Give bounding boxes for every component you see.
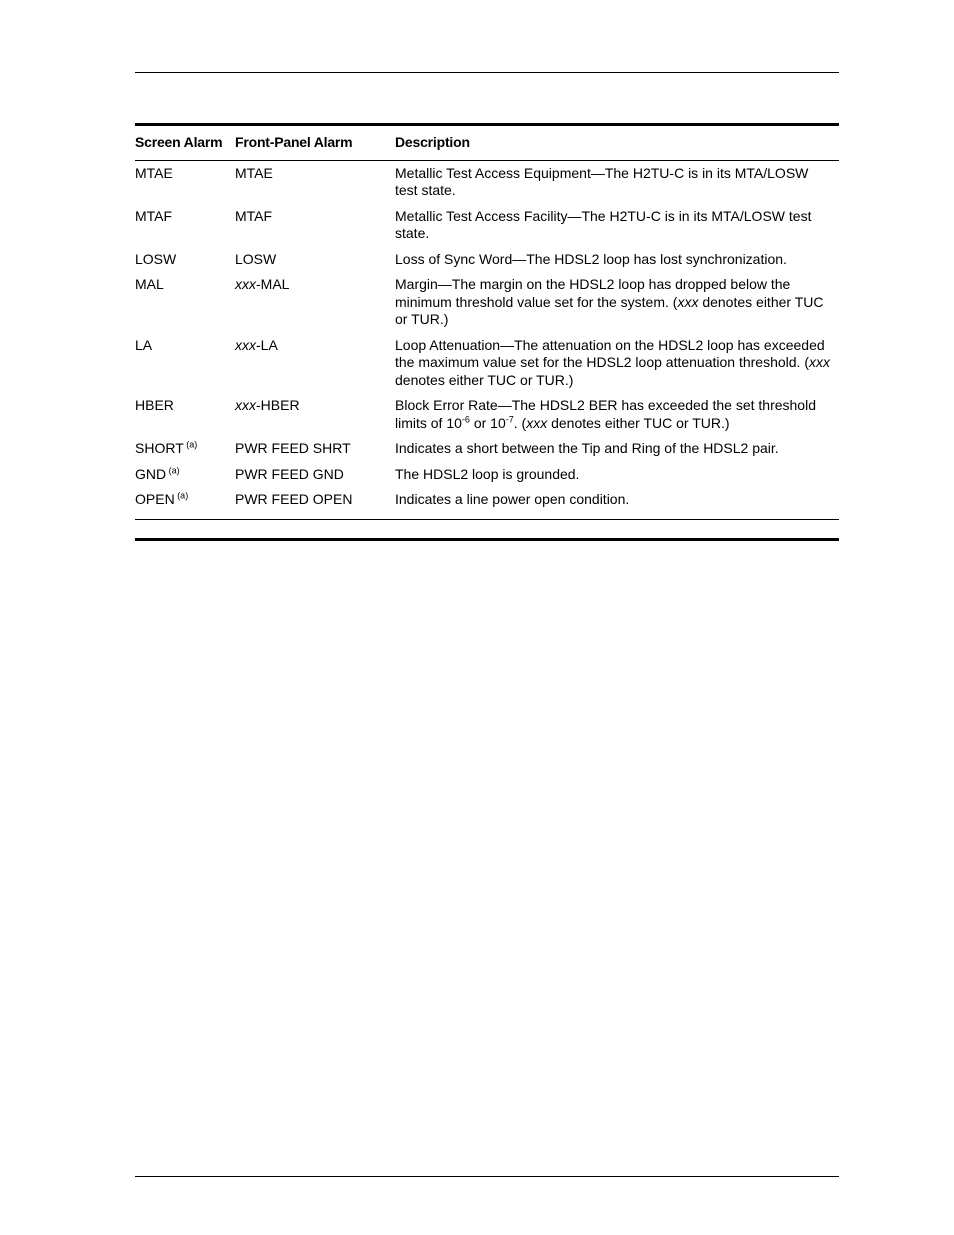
cell-front-panel-alarm: xxx-MAL: [235, 272, 395, 333]
front-text: PWR FEED OPEN: [235, 491, 352, 507]
table-row: SHORT (a)PWR FEED SHRTIndicates a short …: [135, 436, 839, 462]
desc-segment: . (: [514, 415, 526, 431]
table-bottom-rule: [135, 519, 839, 520]
table-row: OPEN (a)PWR FEED OPENIndicates a line po…: [135, 487, 839, 519]
cell-description: Metallic Test Access Equipment—The H2TU-…: [395, 160, 839, 204]
desc-segment: Metallic Test Access Equipment—The H2TU-…: [395, 165, 808, 199]
cell-front-panel-alarm: MTAE: [235, 160, 395, 204]
screen-alarm-text: GND: [135, 466, 166, 482]
screen-alarm-text: MTAF: [135, 208, 172, 224]
cell-screen-alarm: HBER: [135, 393, 235, 436]
desc-segment: Indicates a short between the Tip and Ri…: [395, 440, 779, 456]
screen-alarm-text: SHORT: [135, 440, 184, 456]
screen-alarm-text: MTAE: [135, 165, 173, 181]
desc-segment: Loss of Sync Word—The HDSL2 loop has los…: [395, 251, 787, 267]
cell-screen-alarm: LA: [135, 333, 235, 394]
front-text: LOSW: [235, 251, 276, 267]
cell-screen-alarm: MAL: [135, 272, 235, 333]
col-header-screen-alarm: Screen Alarm: [135, 125, 235, 161]
cell-front-panel-alarm: PWR FEED GND: [235, 462, 395, 488]
table-row: LOSW LOSW Loss of Sync Word—The HDSL2 loop…: [135, 247, 839, 273]
desc-segment: xxx: [677, 294, 698, 310]
section-bottom-rule: [135, 538, 839, 541]
table-row: LAxxx-LALoop Attenuation—The attenuation…: [135, 333, 839, 394]
cell-screen-alarm: SHORT (a): [135, 436, 235, 462]
screen-alarm-text: OPEN: [135, 491, 175, 507]
front-text: -HBER: [256, 397, 300, 413]
cell-screen-alarm: MTAE: [135, 160, 235, 204]
footnote-marker: (a): [175, 490, 189, 500]
screen-alarm-text: MAL: [135, 276, 164, 292]
front-text: -LA: [256, 337, 278, 353]
desc-segment: The HDSL2 loop is grounded.: [395, 466, 579, 482]
col-header-front-panel-alarm: Front-Panel Alarm: [235, 125, 395, 161]
cell-front-panel-alarm: xxx-HBER: [235, 393, 395, 436]
cell-description: Indicates a short between the Tip and Ri…: [395, 436, 839, 462]
cell-description: Indicates a line power open condition.: [395, 487, 839, 519]
footnote-marker: (a): [166, 465, 180, 475]
cell-description: The HDSL2 loop is grounded.: [395, 462, 839, 488]
screen-alarm-text: HBER: [135, 397, 174, 413]
cell-description: Block Error Rate—The HDSL2 BER has excee…: [395, 393, 839, 436]
desc-segment: Indicates a line power open condition.: [395, 491, 629, 507]
cell-front-panel-alarm: LOSW: [235, 247, 395, 273]
footer-rule: [135, 1176, 839, 1177]
front-prefix: xxx: [235, 337, 256, 353]
desc-segment: xxx: [526, 415, 547, 431]
desc-segment: -7: [506, 414, 514, 424]
page: Screen Alarm Front-Panel Alarm Descripti…: [0, 0, 954, 1235]
cell-screen-alarm: OPEN (a): [135, 487, 235, 519]
front-text: -MAL: [256, 276, 289, 292]
footnote-marker: (a): [184, 439, 198, 449]
table-row: MTAF MTAF Metallic Test Access Facility—Th…: [135, 204, 839, 247]
table-row: MTAE MTAE Metallic Test Access Equipment—T…: [135, 160, 839, 204]
front-text: PWR FEED SHRT: [235, 440, 351, 456]
alarm-table: Screen Alarm Front-Panel Alarm Descripti…: [135, 123, 839, 519]
front-prefix: xxx: [235, 397, 256, 413]
front-text: MTAE: [235, 165, 273, 181]
cell-front-panel-alarm: PWR FEED SHRT: [235, 436, 395, 462]
cell-description: Loop Attenuation—The attenuation on the …: [395, 333, 839, 394]
front-text: MTAF: [235, 208, 272, 224]
cell-screen-alarm: GND (a): [135, 462, 235, 488]
desc-segment: xxx: [809, 354, 830, 370]
screen-alarm-text: LA: [135, 337, 152, 353]
cell-front-panel-alarm: xxx-LA: [235, 333, 395, 394]
desc-segment: or 10: [470, 415, 506, 431]
cell-screen-alarm: LOSW: [135, 247, 235, 273]
table-row: MALxxx-MALMargin—The margin on the HDSL2…: [135, 272, 839, 333]
cell-description: Loss of Sync Word—The HDSL2 loop has los…: [395, 247, 839, 273]
cell-description: Metallic Test Access Facility—The H2TU-C…: [395, 204, 839, 247]
cell-description: Margin—The margin on the HDSL2 loop has …: [395, 272, 839, 333]
desc-segment: Metallic Test Access Facility—The H2TU-C…: [395, 208, 811, 242]
desc-segment: denotes either TUC or TUR.): [395, 372, 573, 388]
table-body: MTAE MTAE Metallic Test Access Equipment—T…: [135, 160, 839, 519]
table-header: Screen Alarm Front-Panel Alarm Descripti…: [135, 125, 839, 161]
desc-segment: denotes either TUC or TUR.): [547, 415, 729, 431]
screen-alarm-text: LOSW: [135, 251, 176, 267]
table-row: HBERxxx-HBERBlock Error Rate—The HDSL2 B…: [135, 393, 839, 436]
desc-segment: -6: [462, 414, 470, 424]
top-rule: [135, 72, 839, 73]
table-row: GND (a)PWR FEED GNDThe HDSL2 loop is gro…: [135, 462, 839, 488]
cell-front-panel-alarm: PWR FEED OPEN: [235, 487, 395, 519]
col-header-description: Description: [395, 125, 839, 161]
front-text: PWR FEED GND: [235, 466, 344, 482]
front-prefix: xxx: [235, 276, 256, 292]
cell-front-panel-alarm: MTAF: [235, 204, 395, 247]
cell-screen-alarm: MTAF: [135, 204, 235, 247]
desc-segment: Loop Attenuation—The attenuation on the …: [395, 337, 825, 371]
